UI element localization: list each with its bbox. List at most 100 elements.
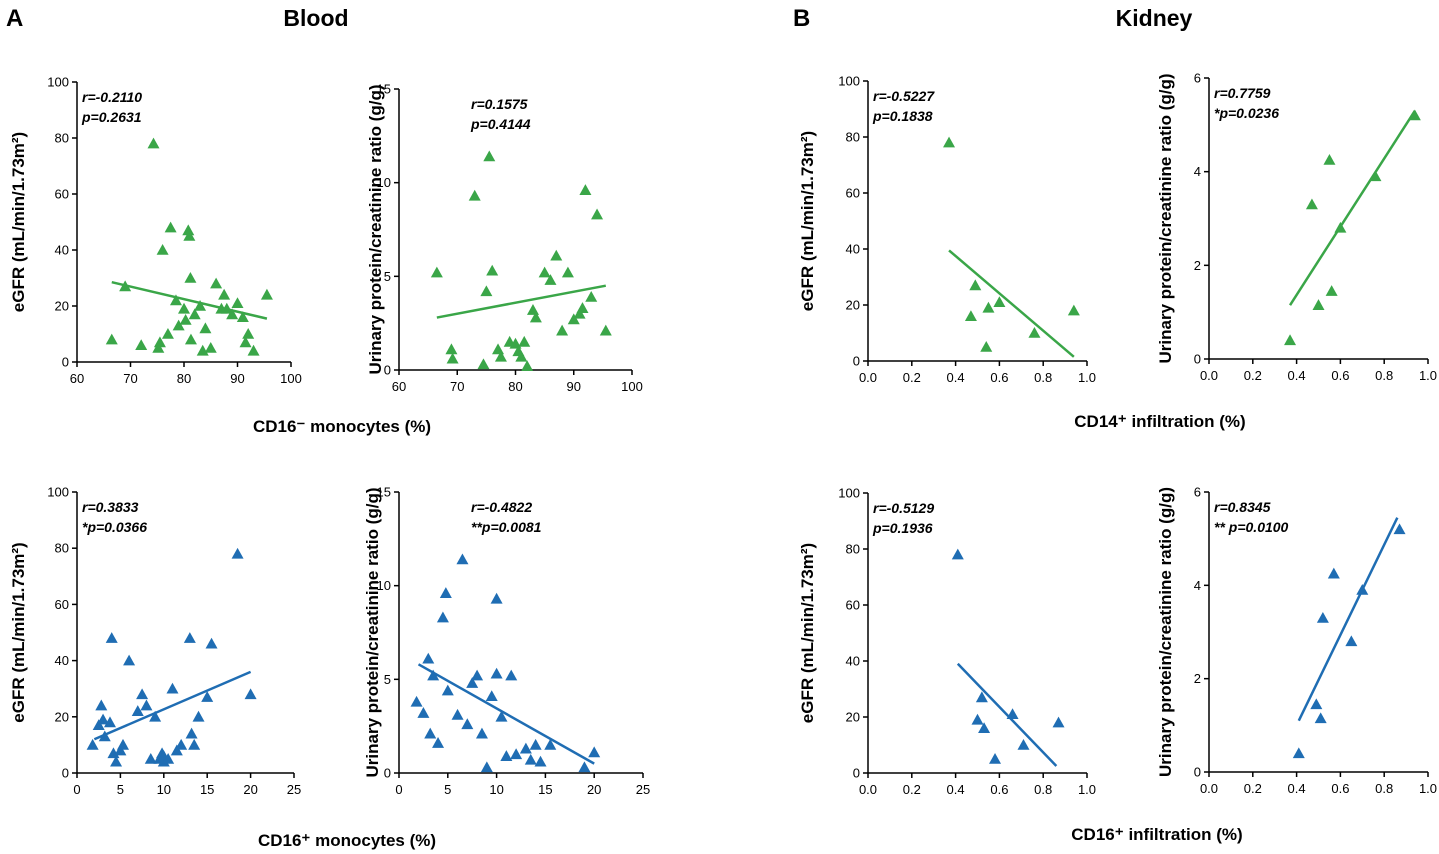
stat-annotation-line: r=-0.4822 [471,499,532,515]
data-point [1310,698,1323,710]
data-point [461,718,474,730]
y-tick-label: 20 [55,709,69,724]
data-point [969,279,982,291]
x-tick-label: 0.8 [1375,368,1393,383]
data-point [980,341,993,352]
x-tick-label: 0.8 [1034,370,1052,385]
data-point [480,285,493,297]
data-point [1284,334,1297,346]
data-point [166,682,179,694]
data-point [971,713,984,725]
y-tick-label: 0 [384,766,391,781]
x-tick-label: 0.2 [903,370,921,385]
kidney-title: Kidney [1116,5,1193,31]
regression-line [1288,110,1416,306]
data-point [964,310,977,321]
y-tick-label: 20 [846,298,860,313]
x-tick-label: 0.6 [1331,368,1349,383]
data-point [578,761,591,773]
data-point [544,738,557,750]
y-tick-label: 5 [384,269,391,284]
data-point [172,319,185,331]
y-tick-label: 60 [846,598,860,613]
data-point [451,708,464,720]
y-tick-label: 0 [853,354,860,369]
chart-blood-cd16neg-egfr: 0 20 40 60 80 100 60 70 80 90 100 eGFR (mL/min/1.73… [9,75,302,387]
stat-annotation-line: r=0.7759 [1214,85,1271,101]
chart-blood-cd16pos-egfr: 0 20 40 60 80 100 0 5 10 15 20 25 eGFR (mL/min/1.73m… [9,485,301,798]
data-point [1052,716,1065,728]
data-point [1028,327,1041,338]
x-tick-label: 0 [395,782,402,797]
x-tick-label: 5 [444,782,451,797]
x-tick-label: 0.0 [1200,781,1218,796]
data-point [427,669,440,681]
data-point [519,742,532,754]
data-point [538,266,551,278]
y-tick-label: 20 [55,299,69,314]
data-point [114,744,127,756]
x-tick-label: 90 [567,379,581,394]
x-tick-label: 1.0 [1419,781,1437,796]
x-tick-label: 0.6 [1331,781,1349,796]
data-point [179,314,192,325]
data-point [260,288,273,300]
y-tick-label: 2 [1194,258,1201,273]
y-tick-label: 15 [377,82,391,97]
data-point [466,677,479,688]
data-point [475,727,488,739]
y-tick-label: 10 [377,175,391,190]
y-tick-label: 5 [384,672,391,687]
data-point [424,727,437,739]
data-point [529,738,542,750]
data-point [201,691,214,702]
x-tick-label: 1.0 [1419,368,1437,383]
data-point [156,244,169,255]
data-point [231,547,244,559]
data-point [417,707,430,718]
x-tick-label: 0.0 [1200,368,1218,383]
data-point [103,716,116,728]
data-point [978,722,991,733]
data-point [175,738,188,750]
y-tick-label: 15 [377,485,391,500]
data-point [144,752,157,764]
data-point [495,710,508,722]
y-tick-label: 6 [1194,485,1201,500]
x-tick-label: 0.4 [947,782,965,797]
panel-label-a: A [6,5,23,32]
data-point [117,738,130,750]
y-tick-label: 80 [846,542,860,557]
data-point [579,184,592,195]
stat-annotation-line: **p=0.0081 [471,519,542,535]
data-point [192,710,205,722]
x-tick-label: 0.6 [990,782,1008,797]
data-point [588,746,601,758]
y-tick-label: 100 [47,75,69,90]
data-point [196,344,209,356]
data-point [119,280,132,292]
x-tick-label: 0.2 [903,782,921,797]
chart-blood-cd16neg-upcr: 0 5 10 15 60 70 80 90 100 Urinary protein/creatin… [366,82,643,395]
x-tick-label: 0.8 [1375,781,1393,796]
x-tick-label: 80 [508,379,522,394]
data-point [515,350,528,362]
data-point [441,684,454,696]
data-point [483,150,496,162]
data-point [183,632,196,643]
data-point [185,727,198,739]
stat-annotation-line: r=0.8345 [1214,499,1271,515]
stat-annotation-line: *p=0.0366 [82,519,147,535]
y-tick-label: 80 [846,130,860,145]
data-point [131,705,144,716]
y-tick-label: 0 [853,766,860,781]
x-tick-label: 1.0 [1078,782,1096,797]
stat-annotation-line: r=-0.5129 [873,500,934,516]
data-point [98,730,111,742]
y-axis-label: eGFR (mL/min/1.73m²) [9,132,28,312]
y-axis-label: Urinary protein/creatinine ratio (g/g) [1156,74,1175,364]
data-point [550,249,563,261]
data-point [194,300,207,311]
data-point [485,690,498,701]
data-point [182,224,195,236]
